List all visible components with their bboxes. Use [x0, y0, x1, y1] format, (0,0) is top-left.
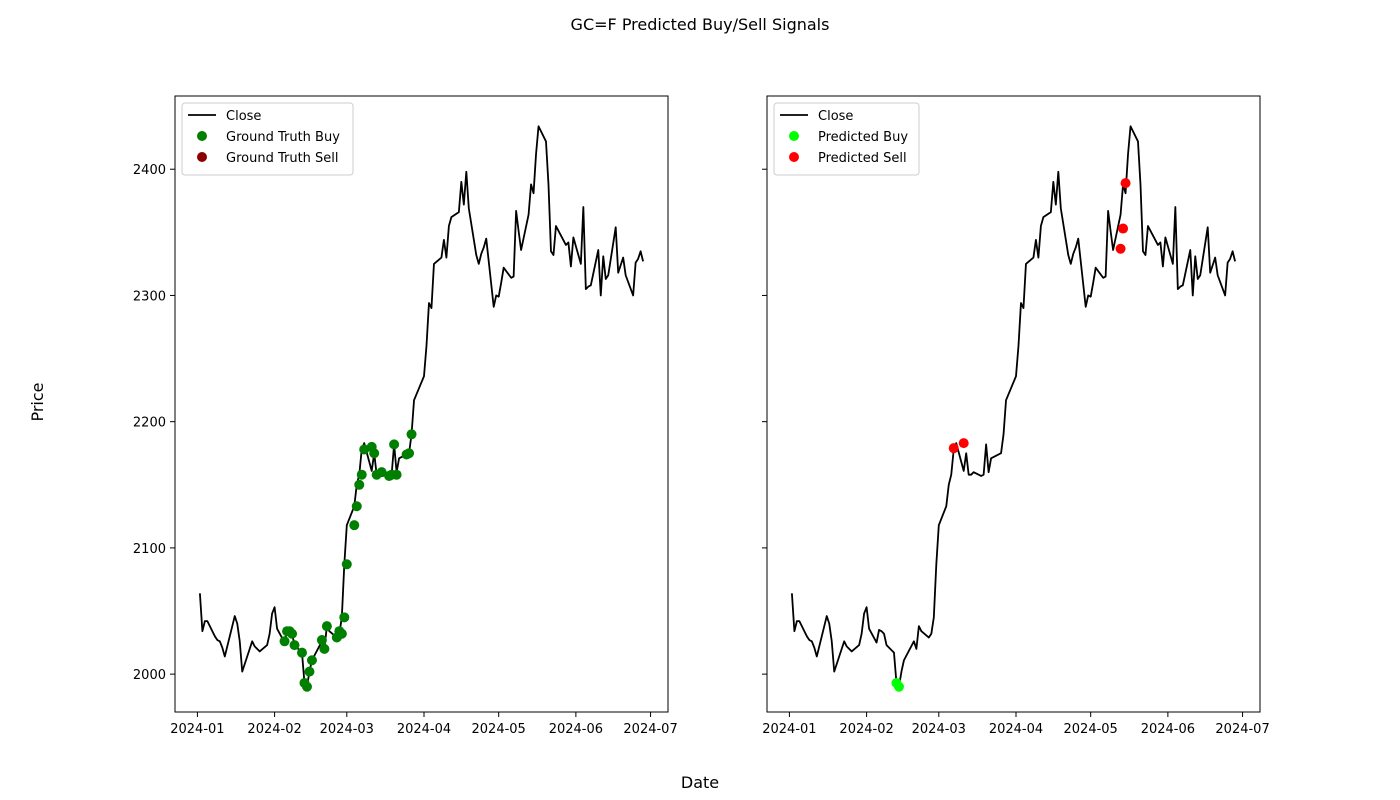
right-x-tick-label: 2024-05: [1064, 722, 1118, 737]
figure-ylabel: Price: [28, 382, 47, 421]
right-legend-label-close: Close: [818, 109, 853, 124]
left-ground-truth-buy-point: [301, 681, 312, 692]
left-ground-truth-buy-point: [389, 439, 400, 450]
left-x-tick-label: 2024-03: [320, 722, 374, 737]
right-legend-swatch-predicted-buy: [789, 131, 799, 141]
right-legend-label-predicted-buy: Predicted Buy: [818, 130, 908, 145]
right-x-tick-label: 2024-01: [762, 722, 816, 737]
left-ground-truth-buy-point: [376, 467, 387, 478]
left-ground-truth-buy-point: [319, 643, 330, 654]
left-ground-truth-buy-point: [287, 628, 298, 639]
left-x-tick-label: 2024-06: [549, 722, 603, 737]
right-x-tick-label: 2024-07: [1215, 722, 1269, 737]
left-ground-truth-buy-point: [316, 635, 327, 646]
left-x-tick-label: 2024-01: [170, 722, 224, 737]
left-ground-truth-buy-point: [369, 448, 380, 459]
left-ground-truth-buy-point: [391, 469, 402, 480]
right-axes-frame: [766, 95, 1261, 713]
left-ground-truth-buy-point: [289, 640, 300, 651]
left-ground-truth-buy-point: [404, 448, 415, 459]
left-ground-truth-buy-point: [321, 621, 332, 632]
left-ground-truth-buy-point: [356, 469, 367, 480]
left-ground-truth-buy-point: [354, 479, 365, 490]
left-ground-truth-buy-point: [349, 520, 360, 531]
left-x-tick-label: 2024-04: [397, 722, 451, 737]
left-y-tick-label: 2200: [133, 416, 166, 431]
left-ground-truth-buy-point: [336, 628, 347, 639]
left-x-tick-label: 2024-02: [247, 722, 301, 737]
left-x-tick-label: 2024-05: [472, 722, 526, 737]
left-chart-panel: 2024-01 2024-02 2024-03 2024-04 2024-05 2024-…: [133, 95, 678, 737]
left-close-line: [199, 125, 644, 688]
left-legend-swatch-ground-truth-buy: [197, 131, 207, 141]
left-legend-label-ground-truth-buy: Ground Truth Buy: [226, 130, 340, 145]
left-ground-truth-buy-point: [406, 429, 417, 440]
left-ground-truth-buy-point: [296, 647, 307, 658]
right-predicted-sell-point: [1118, 223, 1129, 234]
right-x-tick-label: 2024-02: [839, 722, 893, 737]
left-y-tick-label: 2300: [133, 289, 166, 304]
right-x-tick-label: 2024-03: [912, 722, 966, 737]
right-close-line: [791, 125, 1236, 688]
right-predicted-sell-point: [1120, 178, 1131, 189]
right-legend: [773, 102, 920, 176]
right-predicted-sell-point: [958, 438, 969, 449]
left-legend: [181, 102, 354, 176]
left-axes-frame: [174, 95, 669, 713]
left-ground-truth-buy-point: [304, 666, 315, 677]
left-ground-truth-buy-point: [341, 559, 352, 570]
left-legend-label-ground-truth-sell: Ground Truth Sell: [226, 151, 339, 166]
right-predicted-sell-point: [948, 443, 959, 454]
left-x-tick-label: 2024-07: [623, 722, 677, 737]
right-predicted-sell-point: [1115, 243, 1126, 254]
right-x-tick-label: 2024-04: [989, 722, 1043, 737]
right-chart-panel: 2024-01 2024-02 2024-03 2024-04 2024-05 2024-…: [762, 95, 1270, 737]
left-y-tick-label: 2400: [133, 163, 166, 178]
left-ground-truth-buy-point: [339, 612, 350, 623]
left-ground-truth-buy-point: [306, 655, 317, 666]
left-y-tick-label: 2100: [133, 542, 166, 557]
right-legend-label-predicted-sell: Predicted Sell: [818, 151, 907, 166]
figure-title: GC=F Predicted Buy/Sell Signals: [571, 15, 830, 34]
left-y-tick-label: 2000: [133, 668, 166, 683]
right-legend-swatch-predicted-sell: [789, 152, 799, 162]
right-predicted-buy-point: [893, 681, 904, 692]
left-ground-truth-buy-point: [351, 501, 362, 512]
left-legend-swatch-ground-truth-sell: [197, 152, 207, 162]
left-legend-label-close: Close: [226, 109, 261, 124]
left-ground-truth-buy-point: [279, 636, 290, 647]
figure-xlabel: Date: [681, 773, 719, 792]
right-x-tick-label: 2024-06: [1141, 722, 1195, 737]
